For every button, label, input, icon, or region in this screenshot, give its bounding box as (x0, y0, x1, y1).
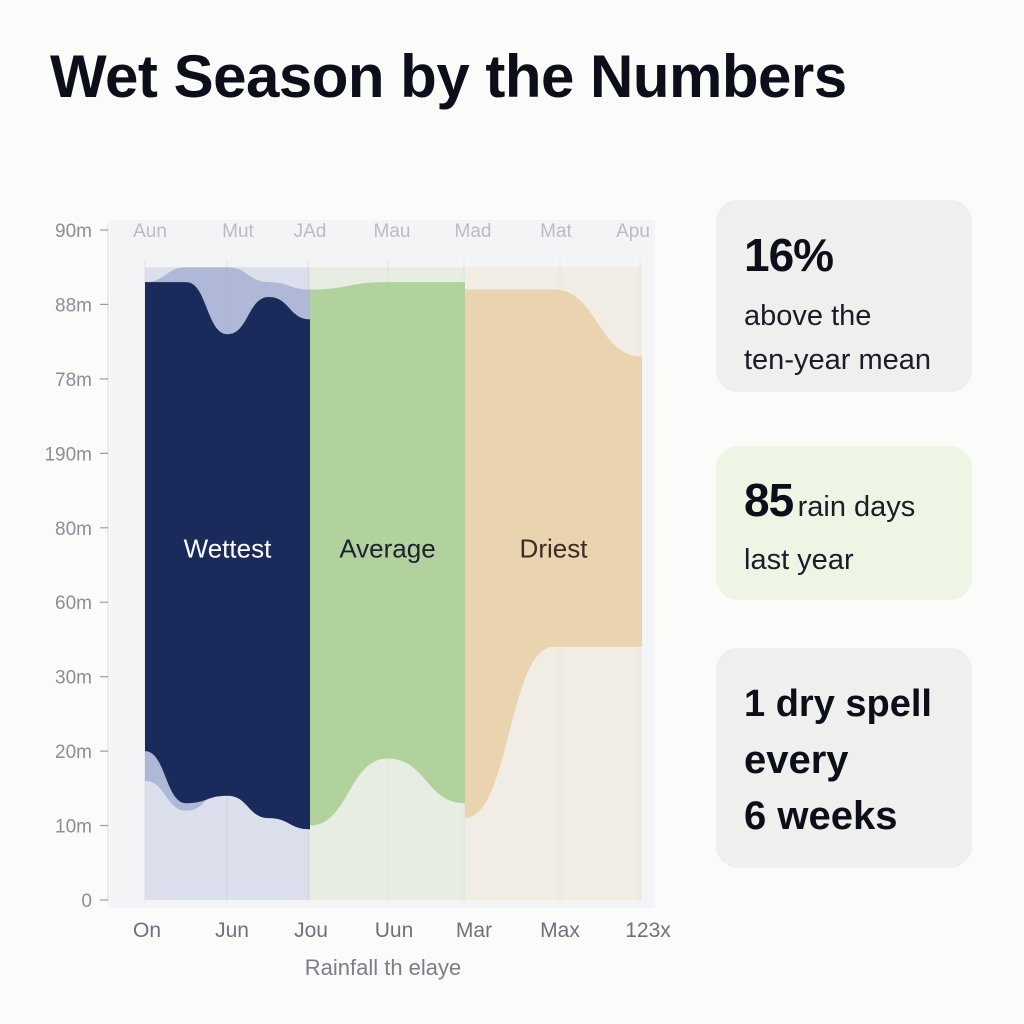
stat-value: 85 (744, 474, 794, 526)
x-tick-top-label: JAd (294, 221, 327, 242)
stat-caption-line: ten-year mean (744, 344, 931, 376)
stat-caption-inline: rain days (797, 491, 916, 523)
x-tick-top-label: Mat (540, 221, 572, 242)
x-tick-bottom-label: Mar (456, 919, 492, 942)
y-tick-label: 190m (44, 444, 92, 465)
x-tick-top-label: Mau (374, 221, 411, 242)
x-axis-top-ticks: Aun Mut JAd Mau Mad Mat Apu (133, 221, 650, 242)
x-tick-bottom-label: Jou (294, 919, 328, 942)
zone-driest-area (465, 289, 642, 819)
zone-wettest-area (145, 282, 310, 830)
x-tick-bottom-label: On (133, 919, 161, 942)
stat-caption-line: above the (744, 300, 872, 332)
x-tick-bottom-label: Uun (375, 919, 414, 942)
y-tick-label: 90m (55, 221, 92, 242)
stat-card-rain-days: 85 rain days last year (716, 446, 972, 600)
x-tick-top-label: Mad (455, 221, 492, 242)
zone-average-area (310, 282, 465, 826)
x-tick-bottom-label: 123x (625, 919, 671, 942)
y-tick-label: 20m (55, 742, 92, 763)
x-tick-bottom-label: Max (540, 919, 580, 942)
y-tick-label: 60m (55, 593, 92, 614)
page-title: Wet Season by the Numbers (50, 43, 847, 110)
stat-caption-line: last year (744, 544, 854, 576)
x-axis-bottom-ticks: On Jun Jou Uun Mar Max 123x (133, 919, 671, 942)
x-tick-bottom-label: Jun (215, 919, 249, 942)
y-tick-label: 80m (55, 519, 92, 540)
stat-line: 1 dry spell (744, 683, 932, 725)
rainfall-area-chart: Wettest Average Driest 0 10m 20m 30m 60m 80m 190… (44, 220, 671, 980)
y-tick-label: 0 (81, 891, 92, 912)
x-tick-top-label: Apu (616, 221, 650, 242)
y-tick-label: 10m (55, 817, 92, 838)
chart-zones: Wettest Average Driest (145, 267, 642, 900)
x-axis-label: Rainfall th elaye (305, 955, 462, 980)
zone-label-wettest: Wettest (184, 534, 272, 564)
zone-label-average: Average (339, 534, 435, 564)
zone-label-driest: Driest (520, 534, 589, 564)
stat-card-dry-spell: 1 dry spell every 6 weeks (716, 648, 972, 868)
y-tick-label: 78m (55, 370, 92, 391)
stat-line: 6 weeks (744, 794, 898, 838)
y-axis-ticks: 0 10m 20m 30m 60m 80m 190m 78m 88m 90m (44, 221, 109, 912)
stat-value: 16% (744, 229, 834, 281)
x-tick-top-label: Mut (222, 221, 254, 242)
stat-card-above-mean: 16% above the ten-year mean (716, 200, 972, 392)
y-tick-label: 88m (55, 295, 92, 316)
x-tick-top-label: Aun (133, 221, 167, 242)
stat-line: every (744, 738, 849, 782)
y-tick-label: 30m (55, 668, 92, 689)
